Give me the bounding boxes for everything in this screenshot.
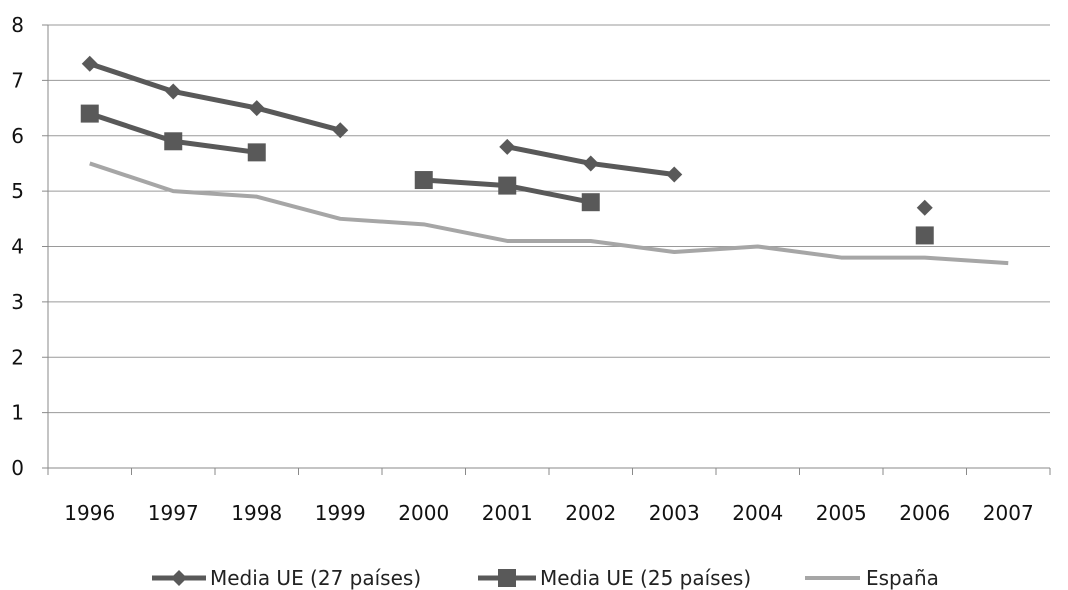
series-1: [81, 55, 933, 216]
x-tick-label-2002: 2002: [565, 501, 616, 525]
x-tick-label-1997: 1997: [148, 501, 199, 525]
series-1-point-2003: [666, 166, 683, 183]
x-axis: 1996 1997 1998 1999 2000 2001 2002 2003 2004 2005…: [47, 25, 1051, 525]
series-2-point-2002: [581, 193, 600, 212]
y-tick-label-1: 1: [11, 401, 24, 425]
x-tick-label-2000: 2000: [398, 501, 449, 525]
x-tick-label-1999: 1999: [315, 501, 366, 525]
series-2-point-2000: [414, 171, 433, 190]
legend-marker-1: [171, 570, 187, 586]
y-tick-label-4: 4: [11, 235, 24, 259]
series-1-point-2001: [499, 138, 516, 155]
x-tick-label-2003: 2003: [649, 501, 700, 525]
legend-marker-2: [498, 569, 516, 587]
legend: Media UE (27 países) Media UE (25 países)…: [152, 566, 939, 590]
series-2-point-2006: [915, 226, 934, 245]
series-2-point-2001: [498, 176, 517, 195]
x-tick-label-2006: 2006: [899, 501, 950, 525]
legend-item-1: Media UE (27 países): [152, 566, 421, 590]
series-2-point-1997: [164, 132, 183, 151]
y-tick-label-7: 7: [11, 68, 24, 92]
y-tick-label-0: 0: [11, 456, 24, 480]
series-1-point-1996: [81, 55, 98, 72]
series-3-line: [89, 161, 1009, 266]
y-tick-label-2: 2: [11, 345, 24, 369]
series-1-point-2006: [916, 199, 933, 216]
legend-label-1: Media UE (27 países): [210, 566, 421, 590]
legend-item-3: España: [805, 566, 939, 590]
y-tick-label-5: 5: [11, 179, 24, 203]
y-tick-label-8: 8: [11, 13, 24, 37]
series-2: [80, 104, 934, 245]
series-1-point-1998: [248, 100, 265, 117]
x-tick-label-1998: 1998: [231, 501, 282, 525]
series-1-line: [88, 61, 341, 133]
series-layer: [80, 55, 1009, 266]
gridlines: [48, 24, 1050, 414]
series-1-point-1999: [332, 122, 349, 139]
x-tick-label-2004: 2004: [732, 501, 783, 525]
series-1-point-2002: [582, 155, 599, 172]
x-tick-label-2007: 2007: [983, 501, 1034, 525]
series-2-point-1998: [247, 143, 266, 162]
x-tick-label-2001: 2001: [482, 501, 533, 525]
series-2-point-1996: [80, 104, 99, 123]
series-1-point-1997: [165, 83, 182, 100]
y-axis-ticks: 0 1 2 3 4 5 6 7 8: [11, 13, 48, 480]
y-tick-label-3: 3: [11, 290, 24, 314]
legend-item-2: Media UE (25 países): [478, 566, 751, 590]
legend-label-2: Media UE (25 países): [540, 566, 751, 590]
y-tick-label-6: 6: [11, 124, 24, 148]
x-tick-label-1996: 1996: [64, 501, 115, 525]
series-3: [89, 161, 1009, 266]
legend-label-3: España: [866, 566, 939, 590]
x-tick-label-2005: 2005: [816, 501, 867, 525]
